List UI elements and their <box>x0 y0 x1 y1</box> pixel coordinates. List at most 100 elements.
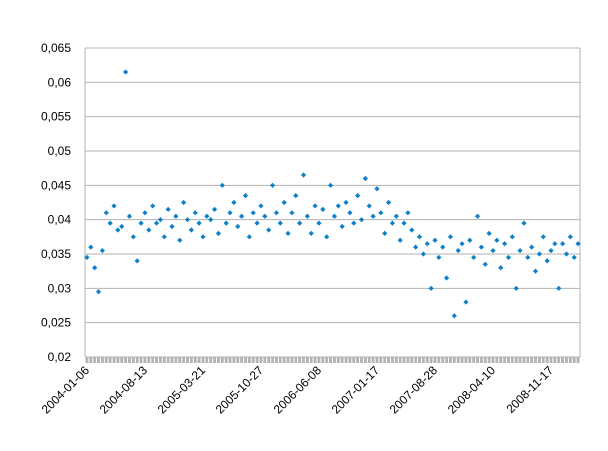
x-tick <box>425 357 429 363</box>
x-tick <box>193 357 197 363</box>
x-tick <box>421 357 425 363</box>
x-tick <box>155 357 158 363</box>
data-point <box>262 213 268 219</box>
data-point <box>297 220 303 226</box>
x-tick <box>139 357 143 363</box>
data-point <box>575 241 581 247</box>
data-point <box>455 247 461 254</box>
x-tick <box>182 357 186 363</box>
x-tick <box>576 357 580 363</box>
x-tick-label: 2007-01-17 <box>329 363 383 417</box>
x-tick <box>213 357 216 363</box>
data-point <box>544 258 550 264</box>
data-point <box>532 268 539 274</box>
data-point <box>242 193 249 199</box>
data-point <box>540 234 546 240</box>
x-tick <box>89 357 93 363</box>
data-point <box>505 254 512 261</box>
x-tick <box>367 357 371 363</box>
data-point <box>231 199 237 206</box>
data-point <box>324 234 330 240</box>
data-point <box>254 220 260 226</box>
x-tick <box>526 357 530 363</box>
x-tick <box>85 357 89 363</box>
x-tick <box>402 357 406 363</box>
x-tick <box>290 357 294 363</box>
x-tick <box>120 357 124 363</box>
x-tick-label: 2004-01-06 <box>39 363 93 417</box>
data-point <box>184 217 191 223</box>
data-point <box>95 289 102 295</box>
x-tick <box>189 357 193 363</box>
data-point <box>420 251 426 257</box>
x-tick <box>100 357 104 363</box>
data-point <box>192 210 198 216</box>
x-tick <box>158 357 162 363</box>
x-tick <box>232 357 236 363</box>
data-point <box>316 220 322 226</box>
x-tick <box>116 357 120 363</box>
x-tick <box>553 357 557 363</box>
x-tick <box>565 357 568 363</box>
x-tick-label: 2005-10-27 <box>213 363 267 417</box>
x-tick <box>449 357 452 363</box>
y-tick-label: 0,035 <box>41 247 71 261</box>
x-tick <box>530 357 534 363</box>
data-point <box>169 223 175 230</box>
data-point <box>208 217 214 223</box>
x-tick <box>534 357 537 363</box>
data-point <box>517 247 523 254</box>
x-tick <box>363 357 367 363</box>
data-point <box>467 237 473 243</box>
data-point <box>451 313 457 319</box>
x-tick <box>371 357 375 363</box>
data-point <box>525 254 531 261</box>
data-point <box>211 206 218 212</box>
data-point <box>235 223 241 230</box>
data-point <box>173 213 179 219</box>
x-tick <box>460 357 464 363</box>
data-point <box>138 220 144 226</box>
data-point <box>447 234 454 240</box>
x-tick <box>518 357 522 363</box>
x-tick <box>201 357 205 363</box>
data-point <box>273 210 280 216</box>
data-point <box>501 241 508 247</box>
data-point <box>548 247 554 254</box>
data-point <box>351 220 357 226</box>
x-tick <box>348 357 352 363</box>
x-tick <box>483 357 487 363</box>
x-tick <box>244 357 247 363</box>
x-tick <box>236 357 240 363</box>
x-tick <box>356 357 360 363</box>
x-tick <box>418 357 421 363</box>
data-point <box>432 237 438 243</box>
x-tick <box>429 357 433 363</box>
x-tick <box>352 357 356 363</box>
x-tick <box>286 357 290 363</box>
x-tick <box>93 357 97 363</box>
data-point <box>374 186 380 192</box>
data-point <box>115 227 121 233</box>
data-point <box>304 213 310 219</box>
data-point <box>459 241 465 247</box>
x-tick <box>394 357 398 363</box>
x-tick <box>537 357 541 363</box>
y-tick-label: 0,065 <box>41 41 71 55</box>
y-tick-label: 0,055 <box>41 110 71 124</box>
data-point <box>556 285 562 291</box>
data-point <box>239 213 245 219</box>
data-point <box>482 261 488 267</box>
data-point <box>250 210 256 216</box>
data-point <box>181 199 187 206</box>
x-tick <box>360 357 363 363</box>
data-point <box>289 210 295 216</box>
x-tick <box>572 357 576 363</box>
data-point <box>536 251 542 257</box>
x-tick <box>108 357 112 363</box>
data-point <box>258 203 264 209</box>
x-tick <box>541 357 545 363</box>
data-point <box>142 210 148 216</box>
data-point <box>111 203 117 209</box>
x-tick <box>197 357 201 363</box>
